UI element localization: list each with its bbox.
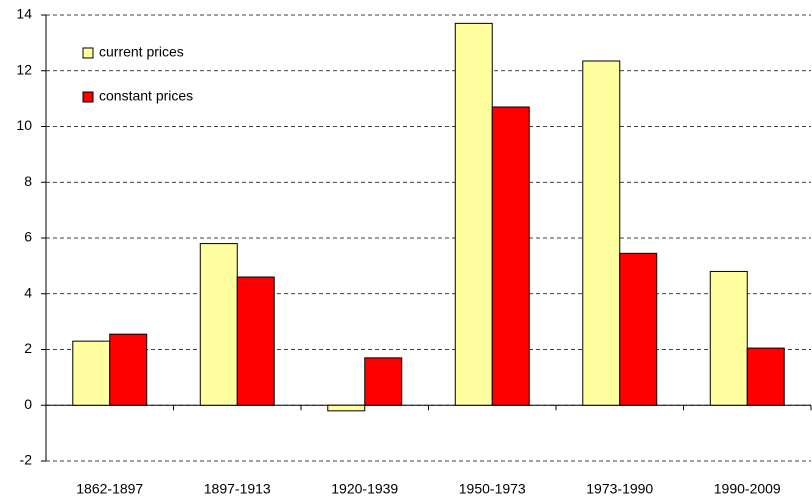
bar xyxy=(199,243,238,406)
x-tick-label: 1990-2009 xyxy=(714,481,781,497)
y-tick-label: -2 xyxy=(20,452,33,468)
bar xyxy=(619,252,658,406)
legend-swatch xyxy=(82,47,94,59)
bar xyxy=(491,106,530,406)
bar xyxy=(364,357,403,406)
y-tick-label: 4 xyxy=(24,284,32,300)
y-tick-label: 2 xyxy=(24,340,32,356)
x-tick-label: 1862-1897 xyxy=(76,481,143,497)
y-tick-label: 0 xyxy=(24,396,32,412)
bar xyxy=(709,270,748,406)
bar xyxy=(454,22,493,406)
y-tick-label: 12 xyxy=(16,61,32,77)
legend-label: current prices xyxy=(99,44,184,60)
y-tick-label: 8 xyxy=(24,173,32,189)
x-tick-label: 1897-1913 xyxy=(204,481,271,497)
legend-swatch xyxy=(82,91,94,103)
bar xyxy=(327,404,366,412)
x-tick-label: 1973-1990 xyxy=(586,481,653,497)
bar xyxy=(236,276,275,406)
y-tick-label: 14 xyxy=(16,6,32,22)
bar xyxy=(582,60,621,406)
x-tick-label: 1920-1939 xyxy=(331,481,398,497)
bar xyxy=(746,347,785,406)
bar xyxy=(109,333,148,406)
y-tick-label: 10 xyxy=(16,117,32,133)
y-tick-label: 6 xyxy=(24,229,32,245)
x-tick-label: 1950-1973 xyxy=(459,481,526,497)
legend-label: constant prices xyxy=(99,88,193,104)
bar xyxy=(72,340,111,406)
